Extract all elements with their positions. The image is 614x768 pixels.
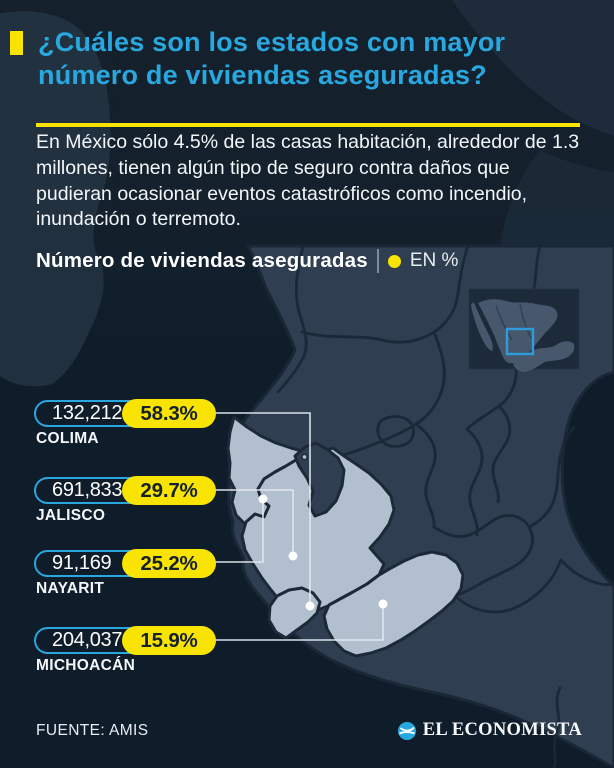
divider-bar <box>376 249 379 273</box>
section-title: Número de viviendas aseguradas <box>36 249 368 272</box>
state-colima <box>267 586 322 640</box>
callout-colima: 132,212 58.3% COLIMA <box>34 399 264 448</box>
title-line-2: número de viviendas aseguradas? <box>38 60 487 90</box>
connector-dots <box>258 494 388 611</box>
percent-pill: 29.7% <box>122 476 216 505</box>
connector-nayarit <box>213 499 264 563</box>
inset-highlight-box <box>505 327 535 356</box>
connector-jalisco <box>213 489 294 556</box>
source-credit: FUENTE: AMIS <box>36 722 149 739</box>
insured-count-value: 132,212 <box>52 402 123 424</box>
dot-colima <box>305 601 315 611</box>
callout-pills: 691,833 29.7% <box>34 476 264 505</box>
callout-michoacan: 204,037 15.9% MICHOACÁN <box>34 626 264 675</box>
zacatecas-wedge <box>293 441 346 518</box>
title-underline <box>36 123 580 127</box>
state-name-label: COLIMA <box>36 430 99 447</box>
inset-map <box>468 288 580 372</box>
insured-count-value: 91,169 <box>52 552 112 574</box>
percent-legend-label: EN % <box>409 250 459 271</box>
insured-count-value: 691,833 <box>52 479 123 501</box>
state-name-label: NAYARIT <box>36 580 105 597</box>
callout-pills: 91,169 25.2% <box>34 549 264 578</box>
insured-count-value: 204,037 <box>52 629 123 651</box>
connector-colima <box>213 412 311 606</box>
title-line-1: ¿Cuáles son los estados con mayor <box>38 27 506 57</box>
section-header: Número de viviendas aseguradas EN % <box>36 249 458 273</box>
inset-mexico-silhouette <box>471 299 575 372</box>
callout-pills: 132,212 58.3% <box>34 399 264 428</box>
percent-pill: 25.2% <box>122 549 216 578</box>
callout-nayarit: 91,169 25.2% NAYARIT <box>34 549 264 598</box>
state-michoacan <box>322 550 465 658</box>
highlighted-states <box>226 415 465 658</box>
el-economista-globe-icon <box>397 721 416 740</box>
percent-pill: 58.3% <box>122 399 216 428</box>
state-name-label: MICHOACÁN <box>36 657 136 674</box>
brand-logo: EL ECONOMISTA <box>397 720 582 741</box>
coast-pin-detail <box>301 453 308 461</box>
percent-legend-dot <box>387 254 401 268</box>
connector-michoacan <box>213 604 384 641</box>
callout-pills: 204,037 15.9% <box>34 626 264 655</box>
dot-michoacan <box>378 599 388 609</box>
intro-text: En México sólo 4.5% de las casas habitac… <box>36 131 580 231</box>
dot-nayarit <box>258 494 268 504</box>
background-map-watermark <box>0 0 614 387</box>
connector-lines <box>213 412 384 641</box>
inset-borders <box>495 303 532 341</box>
percent-pill: 15.9% <box>122 626 216 655</box>
brand-wordmark: EL ECONOMISTA <box>422 720 582 740</box>
state-name-label: JALISCO <box>36 507 106 524</box>
page-title: ¿Cuáles son los estados con mayor número… <box>38 26 598 92</box>
dot-jalisco <box>288 551 298 561</box>
callout-jalisco: 691,833 29.7% JALISCO <box>34 476 264 525</box>
title-bullet-square <box>10 31 23 55</box>
